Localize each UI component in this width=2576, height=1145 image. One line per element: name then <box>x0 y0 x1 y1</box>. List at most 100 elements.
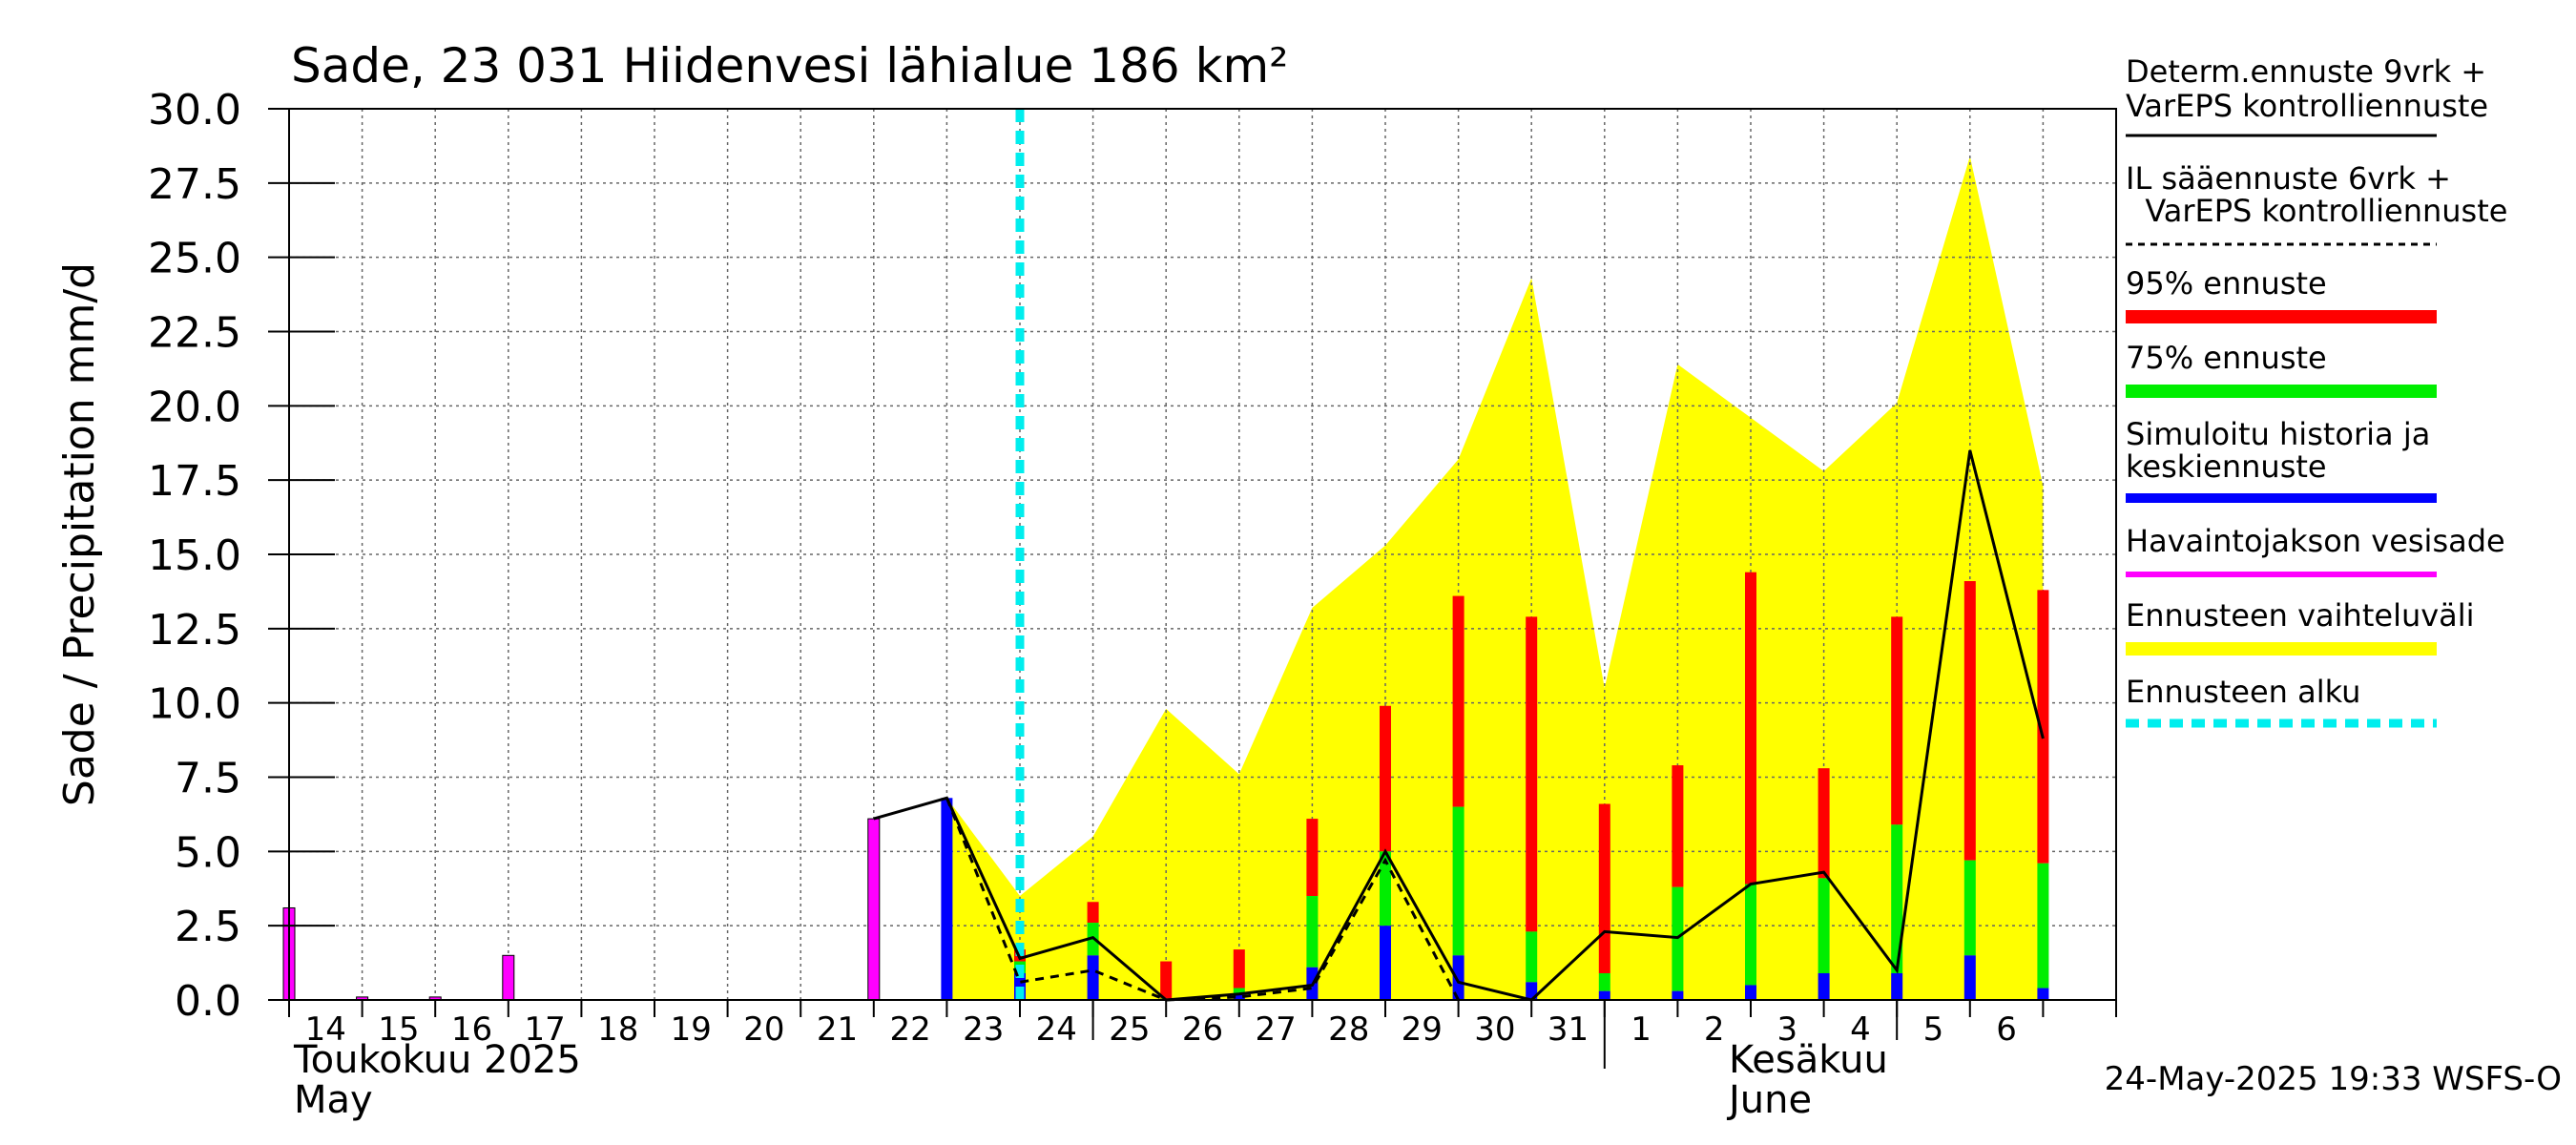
p95-bar <box>1160 961 1173 999</box>
median-bar <box>1963 955 1976 1000</box>
p75-bar <box>1526 931 1538 983</box>
x-tick-label: 27 <box>1255 1010 1296 1049</box>
p75-bar <box>1233 988 1245 994</box>
x-tick-label: 21 <box>817 1010 858 1049</box>
determ-forecast-line <box>873 449 2045 1002</box>
y-tick-label: 20.0 <box>148 383 241 431</box>
x-tick-label: 31 <box>1548 1010 1589 1049</box>
x-tick-label: 30 <box>1474 1010 1515 1049</box>
y-tick-label: 0.0 <box>175 977 241 1026</box>
legend-label: Ennusteen alku <box>2126 674 2360 710</box>
simulated-history-bar <box>941 798 953 1000</box>
p95-bar <box>1087 902 1099 924</box>
p95-bar <box>2037 590 2049 864</box>
median-bar <box>1598 990 1610 1000</box>
median-bar <box>1818 972 1830 1000</box>
x-tick-label: 3 <box>1776 1010 1797 1049</box>
median-bar <box>1087 955 1099 1000</box>
x-tick-label: 20 <box>743 1010 784 1049</box>
x-tick-label: 6 <box>1996 1010 2017 1049</box>
y-tick-label: 15.0 <box>148 531 241 580</box>
median-bar <box>1672 990 1684 1000</box>
legend-label: Ennusteen vaihteluväli <box>2126 597 2475 634</box>
month-label-may-en: May <box>294 1078 373 1122</box>
p95-bar <box>1963 581 1976 861</box>
p75-bar <box>1380 851 1391 926</box>
x-tick-label: 24 <box>1036 1010 1077 1049</box>
x-tick-label: 2 <box>1704 1010 1725 1049</box>
p75-bar <box>1306 896 1319 968</box>
x-tick-label: 28 <box>1328 1010 1369 1049</box>
x-tick-label: 29 <box>1402 1010 1443 1049</box>
p75-bar <box>1891 824 1903 973</box>
median-bar <box>1452 955 1465 1000</box>
p75-bar <box>1963 860 1976 956</box>
y-tick-label: 10.0 <box>148 680 241 729</box>
p95-bar <box>1380 705 1391 852</box>
y-tick-label: 27.5 <box>148 160 241 209</box>
p95-bar <box>1745 572 1756 885</box>
legend-label: 95% ennuste <box>2126 265 2327 302</box>
p75-bar <box>1672 886 1684 991</box>
month-label-june-en: June <box>1726 1078 1812 1122</box>
p95-bar <box>1452 595 1465 807</box>
y-tick-label: 7.5 <box>175 755 241 803</box>
legend-label-line2: keskiennuste <box>2126 448 2327 485</box>
x-tick-label: 4 <box>1850 1010 1871 1049</box>
x-tick-label: 16 <box>451 1010 492 1049</box>
legend: Determ.ennuste 9vrk +VarEPS kontrollienn… <box>2126 53 2507 728</box>
p95-bar <box>1598 803 1610 973</box>
il-forecast-line <box>945 797 1460 1002</box>
month-label-may-fi: Toukokuu 2025 <box>293 1038 581 1082</box>
legend-label: Simuloitu historia ja <box>2126 416 2430 452</box>
month-label-june-fi: Kesäkuu <box>1729 1038 1888 1082</box>
x-tick-label: 1 <box>1631 1010 1652 1049</box>
median-bar <box>1745 985 1756 1000</box>
x-tick-label: 26 <box>1182 1010 1223 1049</box>
p95-bar <box>1233 949 1245 989</box>
forecast-lines-layer <box>873 109 2045 1002</box>
p75-bar <box>1598 972 1610 991</box>
y-tick-label: 5.0 <box>175 828 241 877</box>
timestamp: 24-May-2025 19:33 WSFS-O <box>2105 1060 2562 1098</box>
y-axis-label: Sade / Precipitation mm/d <box>55 262 104 806</box>
x-tick-label: 22 <box>889 1010 930 1049</box>
median-bar <box>1233 993 1245 1000</box>
legend-label: IL sääennuste 6vrk + <box>2126 160 2451 197</box>
y-tick-label: 22.5 <box>148 309 241 358</box>
y-tick-label: 12.5 <box>148 606 241 655</box>
y-tick-label: 2.5 <box>175 903 241 951</box>
x-tick-label: 18 <box>597 1010 638 1049</box>
p95-bar <box>1818 768 1830 879</box>
x-tick-label: 23 <box>963 1010 1004 1049</box>
p95-bar <box>1306 819 1319 897</box>
p95-bar <box>1672 765 1684 887</box>
x-tick-label: 14 <box>305 1010 346 1049</box>
y-tick-label: 30.0 <box>148 86 241 135</box>
median-bar <box>1891 972 1903 1000</box>
observed-precip-bar <box>502 954 515 1001</box>
median-bar <box>2037 988 2049 1000</box>
x-tick-label: 5 <box>1923 1010 1944 1049</box>
legend-label-line2: VarEPS kontrolliennuste <box>2126 88 2488 124</box>
ensemble-range-layer <box>946 156 2044 1000</box>
x-tick-label: 15 <box>378 1010 419 1049</box>
observed-precip-bar <box>867 818 881 1001</box>
legend-label-line2: VarEPS kontrolliennuste <box>2126 193 2507 229</box>
axis-layer: 0.0 2.5 5.0 7.5 10.0 12.5 15.0 17.5 20.0 22.5 25.0… <box>148 86 2117 1069</box>
p75-bar <box>1745 884 1756 986</box>
legend-label: Havaintojakson vesisade <box>2126 523 2505 559</box>
p75-bar <box>2037 863 2049 989</box>
legend-label: Determ.ennuste 9vrk + <box>2126 53 2486 90</box>
ensemble-range-area <box>946 156 2044 1000</box>
x-tick-label: 19 <box>671 1010 712 1049</box>
x-tick-label: 17 <box>524 1010 565 1049</box>
chart-title: Sade, 23 031 Hiidenvesi lähialue 186 km² <box>291 38 1288 94</box>
x-tick-label: 25 <box>1109 1010 1150 1049</box>
p75-bar <box>1818 878 1830 973</box>
p95-bar <box>1891 616 1903 825</box>
p95-bar <box>1526 616 1538 932</box>
p75-bar <box>1452 806 1465 956</box>
y-tick-label: 17.5 <box>148 457 241 506</box>
